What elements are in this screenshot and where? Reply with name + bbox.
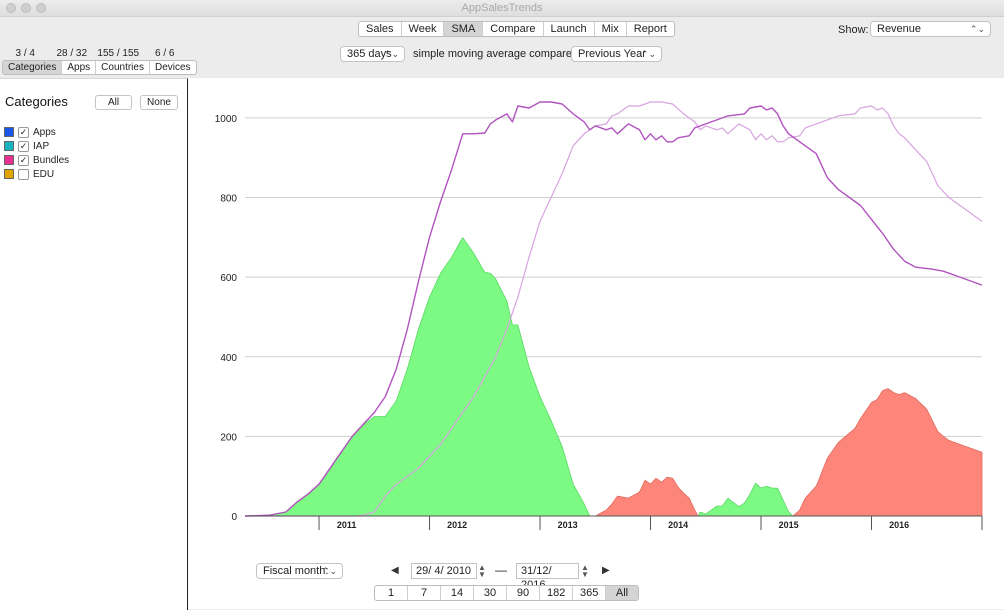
grouping-select[interactable]: Fiscal month: ⌃⌄ xyxy=(256,563,343,579)
apps-count: 28 / 32 xyxy=(56,48,88,59)
filter-tabs: Categories Apps Countries Devices xyxy=(2,60,197,75)
category-row-apps: ✓ Apps xyxy=(4,126,56,138)
category-label: Apps xyxy=(33,126,56,138)
y-tick-label: 600 xyxy=(220,273,237,284)
y-tick-label: 1000 xyxy=(215,114,238,125)
chevron-updown-icon: ⌃⌄ xyxy=(383,49,399,59)
categories-count: 3 / 4 xyxy=(15,48,35,59)
range-182-button[interactable]: 182 xyxy=(540,586,573,600)
mode-sales-button[interactable]: Sales xyxy=(359,22,402,36)
sma-chart[interactable]: 0 200 400 600 800 1000 2011 2012 2013 2014 2015 201… xyxy=(188,78,1004,548)
title-bar: AppSalesTrends xyxy=(0,0,1004,17)
countries-count: 155 / 155 xyxy=(97,48,140,59)
mode-mix-button[interactable]: Mix xyxy=(595,22,627,36)
tab-countries[interactable]: Countries xyxy=(96,61,150,74)
categories-panel: Categories All None ✓ Apps ✓ IAP ✓ Bundl… xyxy=(0,78,188,610)
tab-categories[interactable]: Categories xyxy=(3,61,63,74)
category-row-bundles: ✓ Bundles xyxy=(4,154,69,166)
decrease-area xyxy=(596,476,699,517)
sma-description: simple moving average compared to xyxy=(413,48,591,60)
category-color-swatch xyxy=(4,155,14,165)
category-color-swatch xyxy=(4,141,14,151)
mode-week-button[interactable]: Week xyxy=(402,22,445,36)
range-30-button[interactable]: 30 xyxy=(474,586,507,600)
y-tick-label: 800 xyxy=(220,194,237,205)
filter-counts: 3 / 4 28 / 32 155 / 155 6 / 6 xyxy=(2,48,188,59)
start-date-field[interactable]: 29/ 4/ 2010 xyxy=(411,563,477,579)
x-tick-label: 2015 xyxy=(779,520,799,530)
period-select[interactable]: 365 days ⌃⌄ xyxy=(340,46,405,62)
decrease-area xyxy=(793,388,983,517)
x-tick-label: 2013 xyxy=(558,520,578,530)
previous-period-icon[interactable]: ◀ xyxy=(391,565,399,576)
mode-report-button[interactable]: Report xyxy=(633,23,667,35)
increase-area xyxy=(698,482,793,517)
range-7-button[interactable]: 7 xyxy=(408,586,441,600)
panel-title: Categories xyxy=(5,94,68,109)
y-tick-label: 0 xyxy=(231,512,237,523)
category-label: EDU xyxy=(33,168,55,180)
zoom-window-button[interactable] xyxy=(36,3,46,13)
category-checkbox-iap[interactable]: ✓ xyxy=(18,140,29,152)
x-tick-label: 2014 xyxy=(668,520,688,530)
previous-year-line xyxy=(245,101,983,517)
compare-select[interactable]: Previous Year ⌃⌄ xyxy=(571,46,662,62)
x-tick-label: 2011 xyxy=(337,520,357,530)
mode-sma-button[interactable]: SMA xyxy=(444,22,484,36)
category-checkbox-edu[interactable] xyxy=(18,168,29,180)
category-label: IAP xyxy=(33,140,50,152)
devices-count: 6 / 6 xyxy=(155,48,175,59)
range-1-button[interactable]: 1 xyxy=(375,586,408,600)
range-14-button[interactable]: 14 xyxy=(441,586,474,600)
select-all-button[interactable]: All xyxy=(95,95,132,110)
chevron-updown-icon: ⌃⌄ xyxy=(321,566,337,576)
end-date-stepper-icon[interactable]: ▲ ▼ xyxy=(581,563,589,579)
mode-compare-button[interactable]: Compare xyxy=(483,22,544,36)
x-tick-label: 2016 xyxy=(889,520,909,530)
tab-apps[interactable]: Apps xyxy=(62,61,97,74)
category-color-swatch xyxy=(4,169,14,179)
y-tick-label: 400 xyxy=(220,353,237,364)
chevron-updown-icon: ⌃⌄ xyxy=(969,24,985,34)
category-row-iap: ✓ IAP xyxy=(4,140,49,152)
chart-area: 0 200 400 600 800 1000 2011 2012 2013 2014 2015 201… xyxy=(188,78,1004,609)
range-all-button[interactable]: All xyxy=(606,586,638,600)
range-365-button[interactable]: 365 xyxy=(573,586,606,600)
compare-select-value: Previous Year xyxy=(578,48,646,60)
date-range-dash: — xyxy=(495,563,507,577)
category-checkbox-bundles[interactable]: ✓ xyxy=(18,154,29,166)
category-checkbox-apps[interactable]: ✓ xyxy=(18,126,29,138)
mode-launch-button[interactable]: Launch xyxy=(544,22,595,36)
category-color-swatch xyxy=(4,127,14,137)
mode-segmented-control: Sales Week SMA Compare Launch Mix Report xyxy=(358,21,675,37)
grouping-select-value: Fiscal month: xyxy=(263,565,329,577)
close-window-button[interactable] xyxy=(6,3,16,13)
minimize-window-button[interactable] xyxy=(21,3,31,13)
start-date-stepper-icon[interactable]: ▲ ▼ xyxy=(478,563,486,579)
chevron-updown-icon: ⌃⌄ xyxy=(640,49,656,59)
select-none-button[interactable]: None xyxy=(140,95,178,110)
category-label: Bundles xyxy=(33,154,70,166)
y-tick-label: 200 xyxy=(220,432,237,443)
category-row-edu: EDU xyxy=(4,168,54,180)
current-line xyxy=(244,101,983,517)
period-select-value: 365 days xyxy=(347,48,392,60)
show-select-value: Revenue xyxy=(877,23,922,35)
range-90-button[interactable]: 90 xyxy=(507,586,540,600)
show-label: Show: xyxy=(838,24,869,36)
window-title: AppSalesTrends xyxy=(461,2,543,14)
next-period-icon[interactable]: ▶ xyxy=(602,565,610,576)
increase-area xyxy=(250,237,590,517)
x-tick-label: 2012 xyxy=(447,520,467,530)
tab-devices[interactable]: Devices xyxy=(154,62,191,73)
end-date-field[interactable]: 31/12/ 2016 xyxy=(516,563,579,591)
show-select[interactable]: Revenue ⌃⌄ xyxy=(870,21,991,37)
range-segmented-control: 1 7 14 30 90 182 365 All xyxy=(374,585,639,601)
